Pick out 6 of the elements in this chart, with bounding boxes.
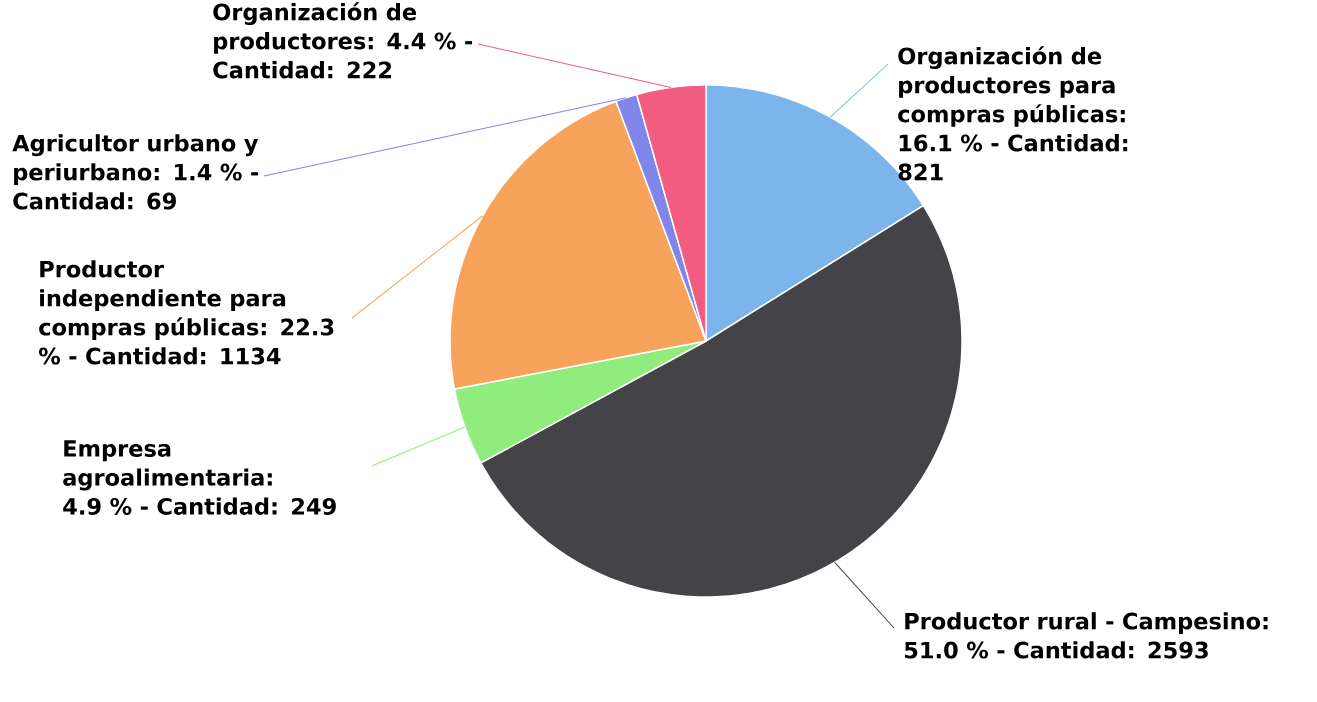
slice-label: Agricultor urbano y periurbano: 1.4 % - Cantidad: 69	[12, 134, 259, 210]
legend-label: Empresa agroalimentaria: 4.9 % - Cantidad: 249	[63, 440, 336, 515]
slice-label: Productor independiente para compras públicas: 22.3 % - Cantidad: 1134	[38, 260, 334, 365]
slice-label: Productor rural - Campesino: 51.0 % - Cantidad: 2593	[904, 612, 1268, 659]
slice-label: Organización de productores para compras públicas: 16.1 % - Cantidad: 821	[898, 46, 1128, 181]
slice-label: Organización de productores: 4.4 % - Cantidad: 222	[213, 2, 473, 79]
